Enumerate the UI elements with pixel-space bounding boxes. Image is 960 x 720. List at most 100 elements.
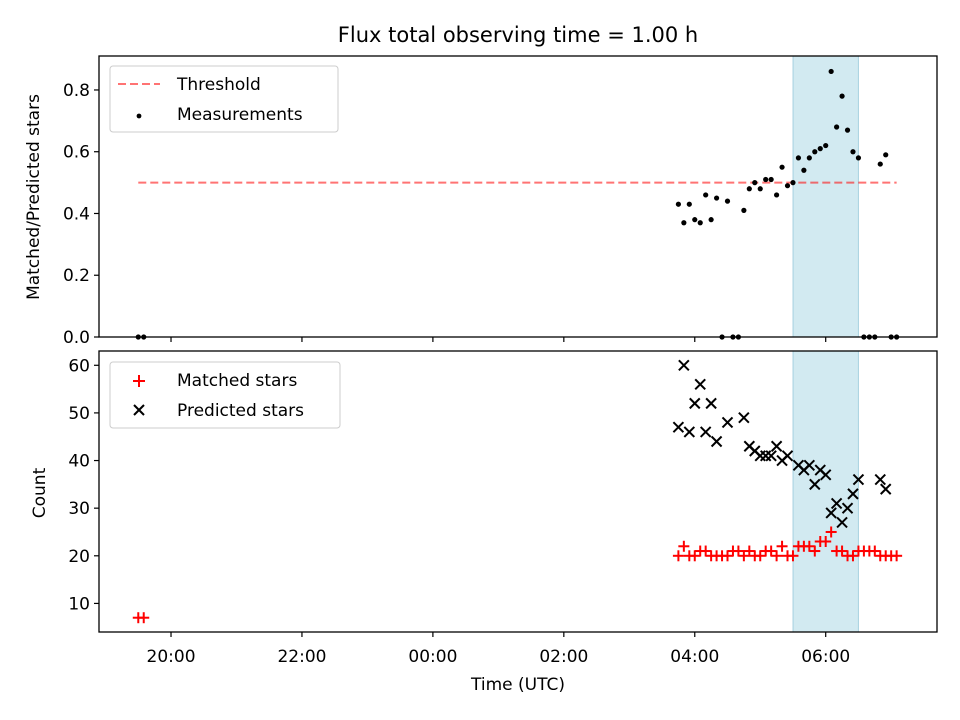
matched-star-point	[809, 545, 821, 557]
x-stroke-b	[825, 507, 837, 519]
measurement-point	[828, 68, 834, 75]
matched-star-point	[765, 545, 777, 557]
matched-star-point	[672, 550, 684, 562]
x-tick-label: 22:00	[277, 647, 326, 667]
measurement-point	[844, 127, 851, 133]
measurement-point	[752, 180, 758, 186]
y-tick-label: 40	[68, 452, 90, 472]
predicted-star-point	[809, 478, 821, 491]
x-stroke-b	[809, 478, 821, 491]
predicted-star-point	[803, 459, 816, 472]
measurement-point	[713, 195, 720, 201]
matched-star-point	[847, 550, 859, 562]
x-stroke-b	[699, 426, 712, 438]
bottom-legend-frame	[109, 361, 341, 429]
measurement-point	[757, 186, 763, 192]
predicted-star-point	[825, 507, 837, 519]
measurement-point	[675, 201, 681, 207]
x-tick-label: 06:00	[801, 647, 850, 667]
predicted-star-point	[721, 416, 734, 429]
measurement-point	[697, 220, 703, 226]
legend-measurements-swatch	[136, 113, 142, 119]
predicted-star-point	[689, 397, 701, 410]
legend-measurements-label: Measurements	[177, 105, 303, 125]
bottom-highlight-band	[792, 350, 859, 633]
highlight-band-rect	[792, 55, 859, 338]
x-stroke-b	[792, 459, 805, 472]
x-stroke-b	[683, 426, 696, 438]
predicted-star-point	[765, 450, 777, 462]
x-stroke-b	[819, 469, 832, 481]
measurement-point	[790, 180, 796, 186]
measurement-point	[774, 192, 780, 198]
measurement-point	[708, 217, 714, 223]
matched-star-point	[700, 545, 712, 557]
measurement-point	[795, 155, 802, 161]
predicted-star-point	[841, 502, 854, 514]
predicted-star-point	[672, 421, 685, 433]
predicted-star-point	[847, 488, 859, 500]
predicted-star-point	[880, 483, 892, 495]
top-axes-frame	[98, 55, 938, 338]
x-stroke-b	[738, 411, 750, 424]
predicted-star-point	[710, 435, 723, 448]
top-x-axis-ticks	[170, 337, 827, 342]
x-stroke-b	[836, 516, 848, 529]
x-stroke-b	[705, 397, 717, 410]
predicted-star-point	[781, 450, 794, 462]
x-stroke-b	[743, 440, 756, 452]
predicted-stars-series	[672, 359, 892, 529]
matched-star-point	[803, 540, 815, 552]
x-tick-label: 02:00	[539, 647, 588, 667]
top-y-axis-label: Matched/Predicted stars	[24, 94, 44, 300]
matched-star-point	[678, 540, 690, 552]
measurements-series	[135, 68, 900, 340]
predicted-star-point	[852, 473, 865, 486]
matched-stars-series	[132, 526, 903, 624]
matched-star-point	[825, 526, 837, 538]
legend-predicted-label: Predicted stars	[177, 401, 304, 421]
matched-star-point	[771, 550, 783, 562]
predicted-star-point	[694, 378, 706, 391]
x-axis-label: Time (UTC)	[470, 675, 565, 695]
matched-star-point	[738, 550, 750, 562]
x-stroke-b	[880, 483, 892, 495]
measurement-point	[883, 152, 889, 158]
top-y-axis-ticks: 0.0 0.2 0.4 0.6 0.8	[63, 81, 99, 348]
predicted-star-point	[699, 426, 712, 438]
measurement-point	[855, 155, 862, 161]
measurement-point	[806, 155, 812, 161]
y-tick-label: 30	[68, 499, 90, 519]
x-stroke-b	[847, 488, 859, 500]
measurement-point	[801, 167, 807, 173]
x-tick-label: 20:00	[147, 647, 196, 667]
x-stroke-b	[678, 359, 690, 371]
measurement-point	[741, 207, 747, 213]
measurement-point	[768, 176, 774, 183]
matched-star-point	[836, 545, 848, 557]
x-stroke-b	[814, 464, 826, 476]
measurement-point	[812, 149, 818, 155]
chart-title: Flux total observing time = 1.00 h	[338, 23, 698, 47]
measurement-point	[834, 124, 840, 130]
predicted-star-point	[874, 473, 886, 486]
x-tick-label: 00:00	[408, 647, 457, 667]
highlight-band-rect	[792, 350, 859, 633]
measurement-point	[850, 149, 856, 155]
predicted-star-point	[836, 516, 848, 529]
predicted-star-point	[678, 359, 690, 371]
top-legend: Threshold Measurements	[109, 65, 339, 133]
y-tick-label: 0.0	[63, 328, 90, 348]
y-tick-label: 0.8	[63, 81, 90, 101]
top-legend-frame	[109, 65, 339, 133]
x-tick-label: 04:00	[670, 647, 719, 667]
y-tick-label: 20	[68, 547, 90, 567]
predicted-star-point	[770, 440, 783, 452]
y-tick-label: 0.4	[63, 204, 90, 224]
measurement-point	[686, 201, 692, 207]
x-stroke-b	[672, 421, 685, 433]
legend-matched-label: Matched stars	[177, 371, 297, 391]
y-tick-label: 50	[68, 404, 90, 424]
x-stroke-b	[874, 473, 886, 486]
predicted-star-point	[738, 411, 750, 424]
